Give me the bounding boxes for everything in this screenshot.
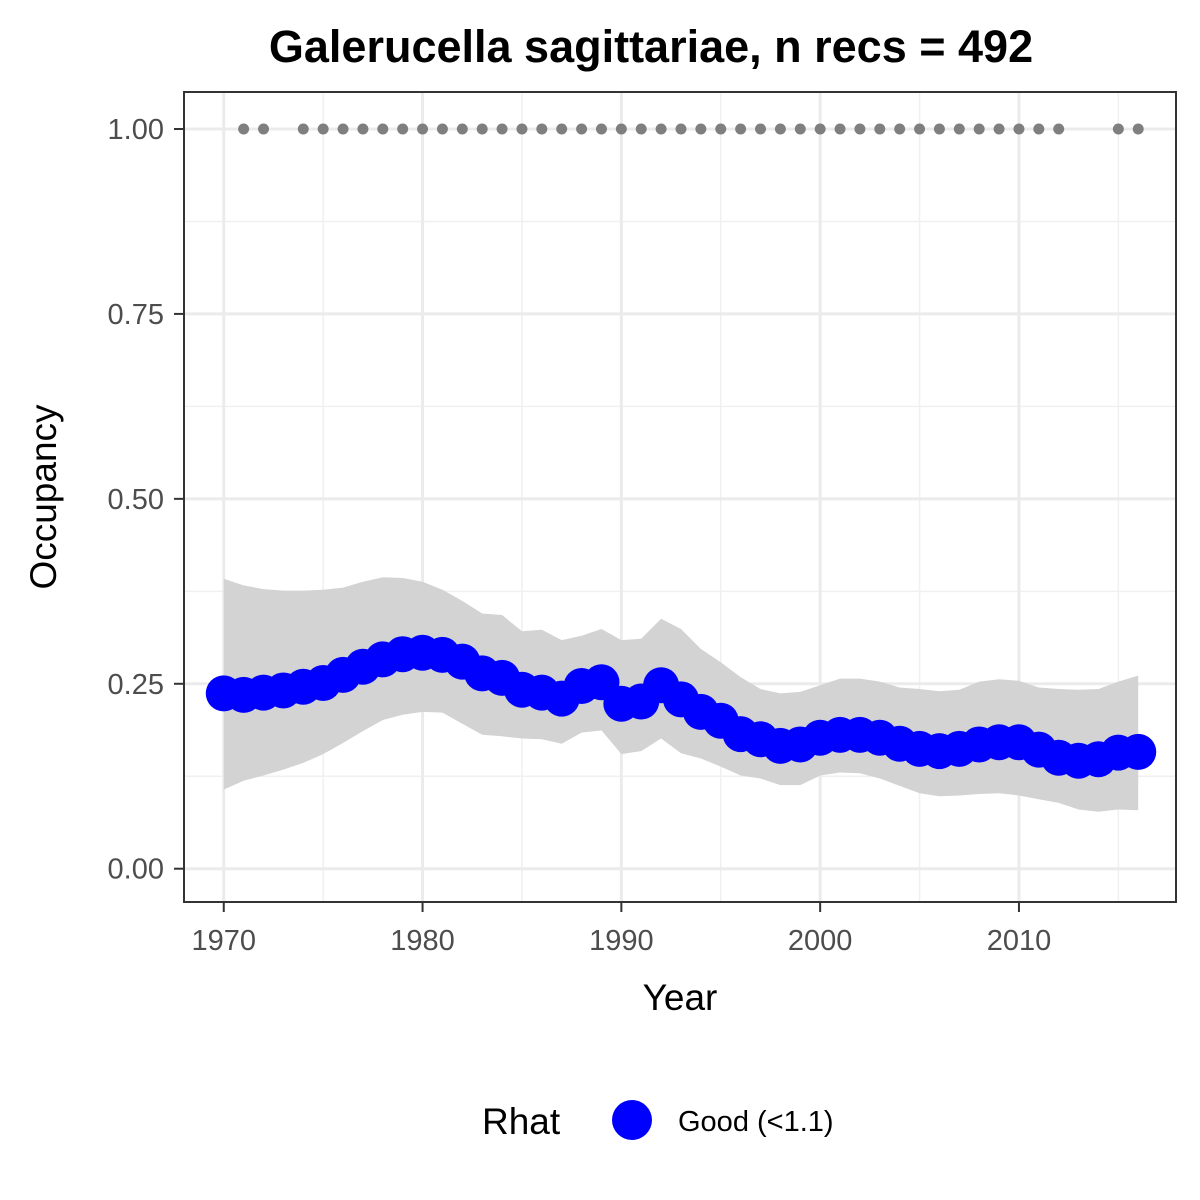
record-year-point (1132, 123, 1144, 135)
y-tick-label: 1.00 (108, 114, 164, 146)
record-year-point (615, 123, 627, 135)
minor-gridlines (184, 92, 1176, 902)
record-year-point (397, 123, 409, 135)
x-tick-label: 1990 (589, 925, 654, 957)
record-year-point (774, 123, 786, 135)
record-year-point (516, 123, 528, 135)
record-year-point (993, 123, 1005, 135)
record-year-point (476, 123, 488, 135)
record-year-point (357, 123, 369, 135)
chart-title: Galerucella sagittariae, n recs = 492 (269, 21, 1033, 72)
y-axis-title: Occupancy (23, 404, 64, 590)
record-year-point (337, 123, 349, 135)
record-year-point (874, 123, 886, 135)
x-tick-label: 1970 (192, 925, 257, 957)
record-year-point (1112, 123, 1124, 135)
record-year-point (297, 123, 309, 135)
record-year-point (536, 123, 548, 135)
record-year-point (576, 123, 588, 135)
y-tick-label: 0.00 (108, 854, 164, 886)
record-year-point (834, 123, 846, 135)
legend-label-good: Good (<1.1) (678, 1106, 834, 1138)
record-year-point (317, 123, 329, 135)
legend: Rhat Good (<1.1) (482, 1100, 834, 1142)
record-year-point (635, 123, 647, 135)
record-year-point (258, 123, 270, 135)
record-year-point (933, 123, 945, 135)
y-tick-label: 0.50 (108, 484, 164, 516)
record-year-point (655, 123, 667, 135)
record-year-point (238, 123, 250, 135)
record-year-point (854, 123, 866, 135)
x-tick-label: 1980 (390, 925, 455, 957)
legend-title: Rhat (482, 1101, 561, 1142)
occupancy-point (1120, 733, 1157, 770)
legend-key-good (612, 1100, 652, 1140)
record-year-point (715, 123, 727, 135)
record-year-point (973, 123, 985, 135)
record-year-point (794, 123, 806, 135)
record-year-point (496, 123, 508, 135)
occupancy-series (205, 634, 1157, 779)
plot-area (183, 91, 1177, 903)
record-year-point (436, 123, 448, 135)
x-tick-label: 2010 (987, 925, 1052, 957)
y-axis: 0.00 0.25 0.50 0.75 1.00 (108, 114, 184, 886)
record-year-point (556, 123, 568, 135)
record-year-point (456, 123, 468, 135)
record-year-point (675, 123, 687, 135)
record-year-point (377, 123, 389, 135)
x-axis-title: Year (643, 977, 718, 1018)
record-year-point (914, 123, 926, 135)
record-year-point (417, 123, 429, 135)
y-tick-label: 0.25 (108, 669, 164, 701)
record-year-point (1053, 123, 1065, 135)
plot-border (183, 91, 1177, 903)
x-tick-label: 2000 (788, 925, 853, 957)
record-year-markers (238, 123, 1144, 135)
record-year-point (894, 123, 906, 135)
record-year-point (953, 123, 965, 135)
record-year-point (735, 123, 747, 135)
record-year-point (695, 123, 707, 135)
record-year-point (595, 123, 607, 135)
record-year-point (1033, 123, 1045, 135)
record-year-point (755, 123, 767, 135)
x-axis: 1970 1980 1990 2000 2010 (192, 902, 1052, 957)
y-tick-label: 0.75 (108, 299, 164, 331)
record-year-point (1013, 123, 1025, 135)
record-year-point (814, 123, 826, 135)
